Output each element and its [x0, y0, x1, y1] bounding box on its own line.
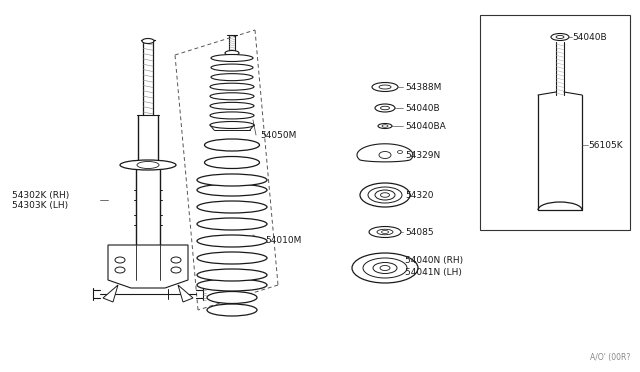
Ellipse shape	[210, 102, 254, 109]
Ellipse shape	[556, 35, 564, 38]
Text: 54085: 54085	[405, 228, 434, 237]
Text: 54303K (LH): 54303K (LH)	[12, 201, 68, 209]
Ellipse shape	[211, 55, 253, 61]
Text: 54040B: 54040B	[572, 32, 607, 42]
Ellipse shape	[381, 106, 390, 110]
Ellipse shape	[363, 258, 407, 278]
Ellipse shape	[197, 269, 267, 281]
Text: 54302K (RH): 54302K (RH)	[12, 190, 69, 199]
Ellipse shape	[377, 229, 393, 235]
Ellipse shape	[197, 252, 267, 264]
Ellipse shape	[197, 235, 267, 247]
Ellipse shape	[137, 161, 159, 169]
Ellipse shape	[373, 263, 397, 273]
Text: 54388M: 54388M	[405, 83, 442, 92]
Text: 54329N: 54329N	[405, 151, 440, 160]
Ellipse shape	[197, 174, 267, 186]
Ellipse shape	[381, 193, 390, 197]
Ellipse shape	[368, 187, 402, 203]
Ellipse shape	[197, 201, 267, 213]
Ellipse shape	[197, 218, 267, 230]
Ellipse shape	[369, 227, 401, 237]
Ellipse shape	[115, 257, 125, 263]
Ellipse shape	[211, 74, 253, 81]
Ellipse shape	[197, 279, 267, 291]
Text: 54041N (LH): 54041N (LH)	[405, 267, 462, 276]
Text: 54040N (RH): 54040N (RH)	[405, 256, 463, 264]
Ellipse shape	[352, 253, 418, 283]
Polygon shape	[357, 144, 413, 162]
Ellipse shape	[379, 85, 391, 89]
Ellipse shape	[379, 151, 391, 158]
Polygon shape	[178, 285, 193, 302]
Ellipse shape	[205, 139, 259, 151]
Ellipse shape	[211, 64, 253, 71]
Ellipse shape	[372, 83, 398, 92]
Text: 56105K: 56105K	[588, 141, 623, 150]
Ellipse shape	[381, 231, 388, 234]
Ellipse shape	[171, 267, 181, 273]
Ellipse shape	[197, 184, 267, 196]
Ellipse shape	[210, 112, 254, 119]
Ellipse shape	[397, 151, 403, 154]
Text: 54040BA: 54040BA	[405, 122, 445, 131]
Text: 54320: 54320	[405, 190, 433, 199]
Polygon shape	[103, 285, 118, 302]
Ellipse shape	[360, 183, 410, 207]
Ellipse shape	[171, 257, 181, 263]
Ellipse shape	[551, 33, 569, 41]
Ellipse shape	[120, 160, 176, 170]
Ellipse shape	[210, 83, 254, 90]
Ellipse shape	[210, 93, 254, 100]
Text: A/O' (00R?: A/O' (00R?	[589, 353, 630, 362]
Ellipse shape	[380, 266, 390, 270]
Ellipse shape	[205, 157, 259, 169]
Ellipse shape	[382, 125, 388, 127]
Ellipse shape	[378, 124, 392, 128]
Text: 54010M: 54010M	[265, 235, 301, 244]
Ellipse shape	[375, 104, 395, 112]
Text: 54050M: 54050M	[260, 131, 296, 140]
Ellipse shape	[225, 51, 239, 55]
Ellipse shape	[207, 292, 257, 304]
Ellipse shape	[115, 267, 125, 273]
Text: 54040B: 54040B	[405, 103, 440, 112]
Bar	[480, 15, 630, 230]
Ellipse shape	[207, 304, 257, 316]
Ellipse shape	[375, 190, 395, 200]
Ellipse shape	[210, 122, 254, 128]
Polygon shape	[108, 245, 188, 288]
Ellipse shape	[142, 38, 154, 44]
